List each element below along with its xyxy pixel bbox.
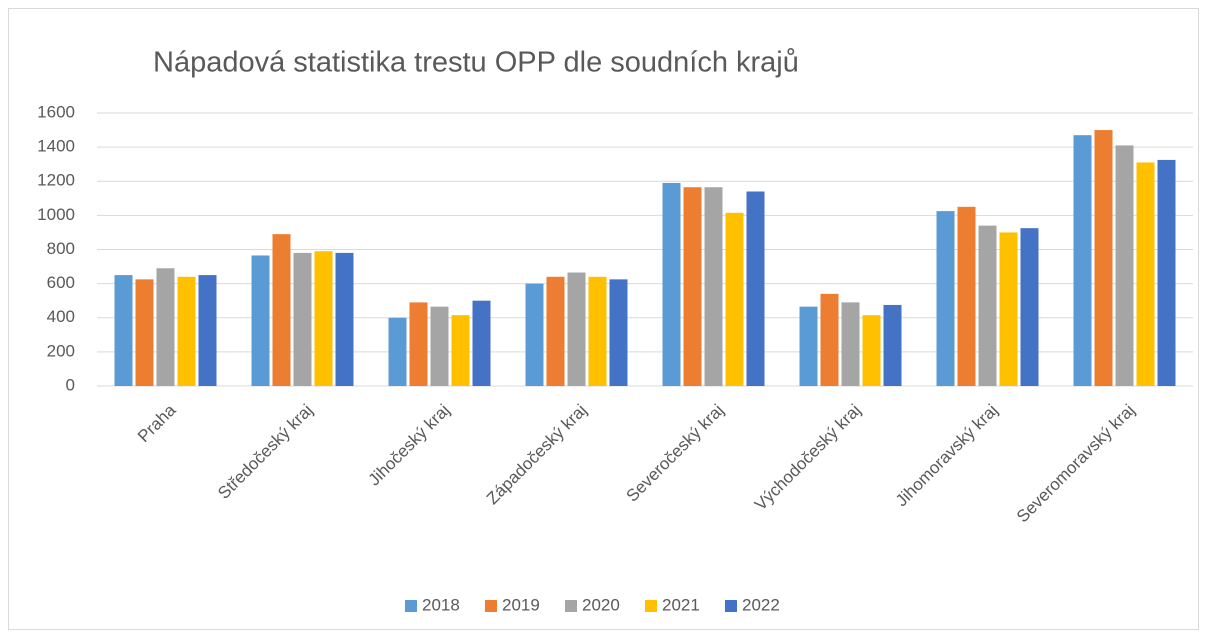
- bar: [1094, 130, 1113, 386]
- bar: [156, 268, 175, 386]
- bar: [409, 302, 428, 386]
- y-tick-label: 0: [66, 375, 75, 394]
- y-tick-label: 1000: [37, 205, 75, 224]
- legend-label: 2019: [502, 595, 540, 614]
- legend-label: 2018: [422, 595, 460, 614]
- bar: [272, 234, 291, 386]
- bar: [177, 276, 196, 386]
- bar: [314, 251, 333, 386]
- y-tick-label: 1200: [37, 171, 75, 190]
- y-tick-label: 1600: [37, 102, 75, 121]
- bar: [662, 182, 681, 386]
- bar: [683, 187, 702, 386]
- bar: [135, 279, 154, 386]
- y-tick-label: 200: [47, 341, 75, 360]
- bar: [883, 304, 902, 386]
- bar: [609, 279, 628, 386]
- bar: [451, 315, 470, 386]
- y-tick-label: 800: [47, 239, 75, 258]
- bar: [335, 252, 354, 386]
- bar: [1115, 145, 1134, 386]
- bar: [293, 252, 312, 386]
- bar: [957, 206, 976, 386]
- y-tick-label: 400: [47, 307, 75, 326]
- bar: [862, 315, 881, 386]
- legend-swatch: [405, 600, 417, 612]
- legend-swatch: [485, 600, 497, 612]
- bar: [472, 300, 491, 386]
- bar: [936, 211, 955, 386]
- y-tick-label: 1400: [37, 137, 75, 156]
- bar: [704, 187, 723, 386]
- bar: [1157, 159, 1176, 386]
- bar: [841, 302, 860, 386]
- legend-swatch: [725, 600, 737, 612]
- bar: [799, 306, 818, 386]
- y-tick-label: 600: [47, 273, 75, 292]
- bar: [546, 276, 565, 386]
- bar: [1020, 228, 1039, 386]
- bar: [388, 317, 407, 386]
- bar: [430, 306, 449, 386]
- legend-swatch: [645, 600, 657, 612]
- bar: [1073, 135, 1092, 386]
- legend-swatch: [565, 600, 577, 612]
- bar: [978, 225, 997, 386]
- legend-label: 2020: [582, 595, 620, 614]
- bar: [114, 275, 133, 386]
- bar: [198, 275, 217, 386]
- bar: [567, 272, 586, 386]
- bar: [820, 293, 839, 386]
- bar: [1136, 162, 1155, 386]
- chart-title: Nápadová statistika trestu OPP dle soudn…: [153, 47, 799, 79]
- bar: [746, 191, 765, 386]
- bar: [999, 232, 1018, 386]
- bar: [525, 283, 544, 386]
- bar: [588, 276, 607, 386]
- bar: [251, 255, 270, 386]
- legend-label: 2022: [742, 595, 780, 614]
- legend-label: 2021: [662, 595, 700, 614]
- bar: [725, 212, 744, 386]
